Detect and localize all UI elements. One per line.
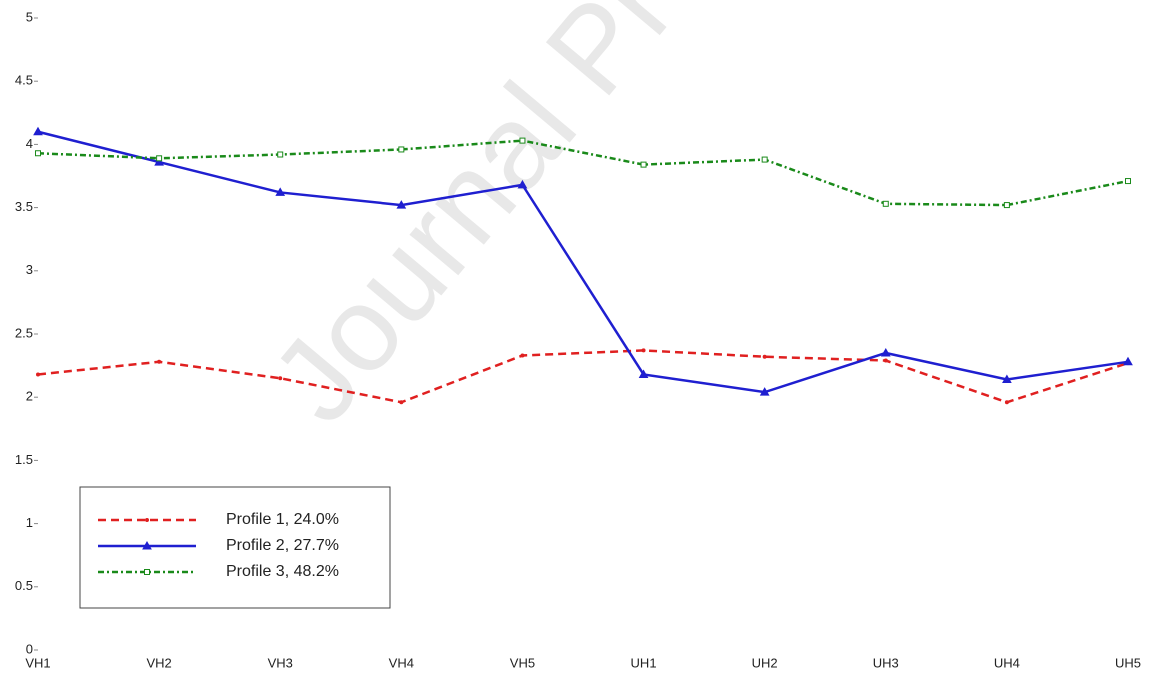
marker [399, 400, 404, 405]
marker [398, 146, 405, 153]
marker [36, 372, 40, 377]
marker [154, 157, 164, 166]
marker [519, 137, 526, 144]
marker [396, 200, 407, 209]
y-tick-label: 1.5 [15, 452, 33, 467]
y-tick-label: 5 [26, 9, 33, 24]
legend-box [79, 486, 391, 609]
y-tick-label: 4 [26, 136, 33, 151]
marker [35, 150, 41, 157]
x-tick-label: UH1 [631, 655, 657, 670]
line [37, 349, 1129, 404]
marker [641, 348, 646, 353]
watermark: Journal Pr [246, 0, 700, 447]
marker [142, 540, 152, 550]
marker [762, 354, 767, 359]
marker [1002, 374, 1012, 384]
y-tick-label: 4.5 [15, 73, 33, 88]
marker [1003, 202, 1010, 209]
marker [144, 569, 150, 575]
marker [517, 179, 528, 189]
line [37, 130, 1129, 394]
marker [761, 156, 768, 163]
marker [277, 151, 284, 158]
marker [880, 347, 891, 357]
x-tick-label: UH5 [1115, 655, 1141, 670]
x-tick-label: UH2 [752, 655, 778, 670]
x-tick-label: VH1 [25, 655, 50, 670]
y-tick-label: 2 [26, 389, 33, 404]
marker [275, 187, 286, 196]
line [37, 139, 1129, 207]
marker [759, 387, 770, 396]
marker [278, 376, 283, 381]
y-tick-label: 2.5 [15, 325, 33, 340]
legend-label: Profile 1, 24.0% [226, 511, 339, 528]
marker [882, 200, 889, 207]
marker [157, 359, 162, 364]
y-tick-label: 3 [26, 262, 33, 277]
legend-label: Profile 2, 27.7% [226, 537, 339, 554]
y-tick-label: 0.5 [15, 578, 33, 593]
marker [1125, 178, 1131, 185]
x-tick-label: VH3 [268, 655, 293, 670]
marker [520, 353, 525, 358]
marker [1123, 356, 1133, 366]
y-tick-label: 1 [26, 515, 33, 530]
marker [638, 369, 649, 378]
y-tick-label: 0 [26, 641, 33, 656]
marker [883, 358, 888, 363]
marker [156, 155, 163, 162]
y-tick-label: 3.5 [15, 199, 33, 214]
x-tick-label: UH4 [994, 655, 1020, 670]
x-tick-label: VH5 [510, 655, 535, 670]
marker [1004, 400, 1009, 405]
marker [640, 161, 647, 168]
x-tick-label: VH4 [389, 655, 414, 670]
x-tick-label: UH3 [873, 655, 899, 670]
marker [33, 126, 43, 136]
x-tick-label: VH2 [146, 655, 171, 670]
marker [145, 518, 149, 522]
legend-label: Profile 3, 48.2% [226, 563, 339, 580]
